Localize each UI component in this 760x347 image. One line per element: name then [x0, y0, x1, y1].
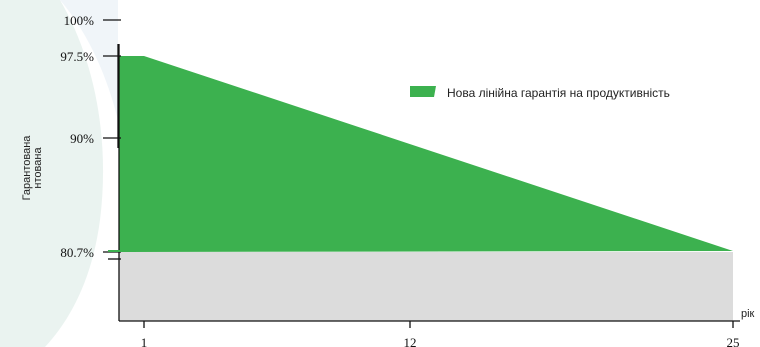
y-tick-label: 97.5% [60, 49, 94, 64]
y-axis: 100% 97.5% 90% 80.7% [60, 13, 121, 260]
watermark-swoosh [0, 0, 104, 347]
x-tick-label: 12 [404, 335, 417, 347]
legend-label: Нова лінійна гарантія на продуктивність [447, 86, 670, 100]
legend-swatch [410, 86, 436, 97]
y-axis-title-line: нтована [32, 147, 44, 189]
base-region [119, 252, 733, 321]
x-tick-label: 1 [141, 335, 148, 347]
series-area [119, 56, 733, 252]
y-axis-title-line: Гарантована [21, 135, 33, 201]
y-tick-label: 80.7% [60, 245, 94, 260]
y-tick-label: 100% [64, 13, 95, 28]
x-tick-label: 25 [727, 335, 740, 347]
background-decoration [0, 0, 118, 347]
x-axis-title: рік [741, 308, 755, 320]
y-tick-label: 90% [70, 131, 94, 146]
plot-area [118, 44, 733, 321]
x-axis: 1 12 25 [119, 320, 740, 347]
watermark-swoosh-light [60, 0, 118, 120]
legend: Нова лінійна гарантія на продуктивність [410, 86, 670, 100]
y-axis-title: Гарантованантована [21, 135, 44, 201]
